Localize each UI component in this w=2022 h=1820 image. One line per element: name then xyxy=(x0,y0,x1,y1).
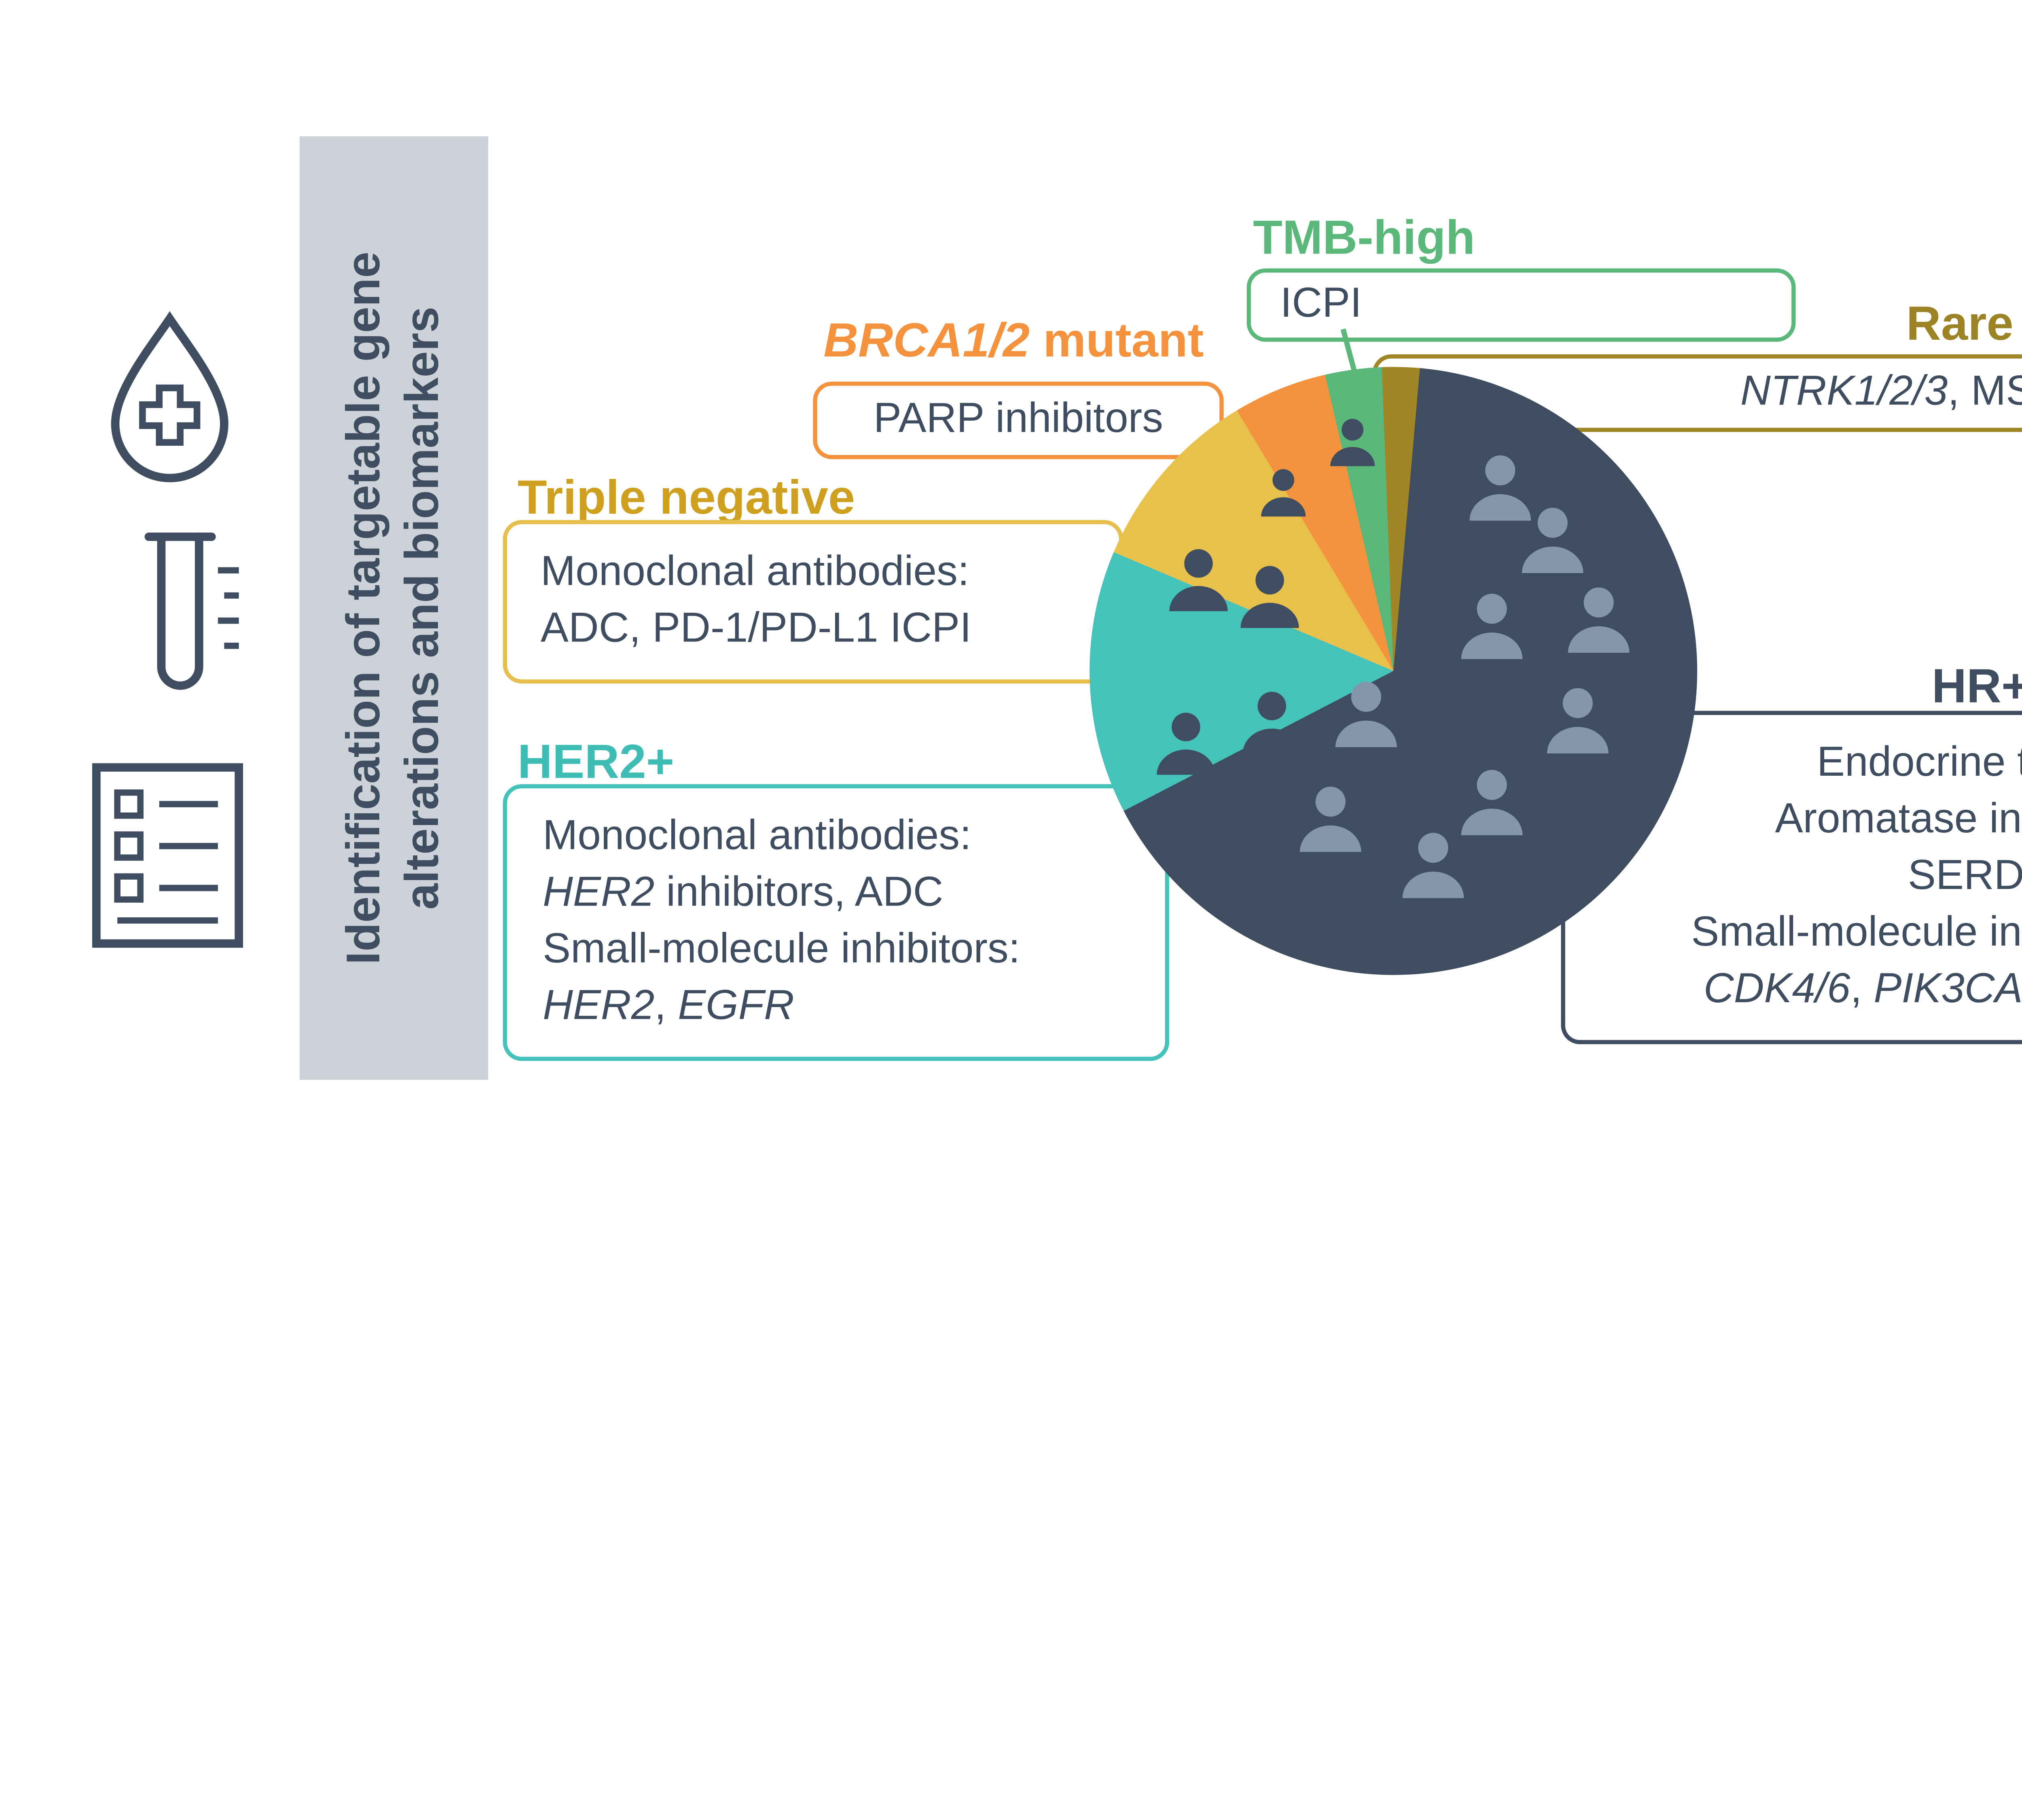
person-icon xyxy=(1391,822,1475,916)
tmb-high-title: TMB-high xyxy=(1253,210,1475,265)
person-icon xyxy=(1536,677,1620,772)
hr-her2neg-title: HR+/HER2- xyxy=(1931,658,2022,713)
person-icon xyxy=(1450,759,1533,853)
person-icon xyxy=(1288,776,1372,870)
her2-box-line1: Monoclonal antibodies: xyxy=(542,813,972,860)
triple-negative-box-line2: ADC, PD-1/PD-L1 ICPI xyxy=(540,606,972,652)
hr-box-line1: Endocrine therapy: xyxy=(1817,740,2022,787)
brca-title: BRCA1/2 mutant xyxy=(823,312,1204,367)
person-icon xyxy=(1450,583,1533,677)
hr-box-line4: Small-molecule inhibitors: xyxy=(1691,910,2022,957)
triple-negative-title: Triple negative xyxy=(517,470,855,525)
person-icon xyxy=(1232,681,1312,772)
person-icon xyxy=(1321,410,1382,481)
person-icon xyxy=(1252,460,1313,531)
checklist-icon xyxy=(88,759,247,963)
person-icon xyxy=(1159,539,1238,629)
hr-box-line5: CDK4/6, PIK3CA, mTOR xyxy=(1703,966,2022,1013)
rare-targets-title: Rare targets xyxy=(1906,295,2022,350)
brca-box: PARP inhibitors xyxy=(813,381,1224,459)
blood-drop-cross-icon xyxy=(94,310,245,501)
person-icon xyxy=(1557,577,1641,671)
hr-box-line2: Aromatase inhibitors, xyxy=(1775,797,2022,843)
person-icon xyxy=(1146,703,1226,793)
tmb-high-box: ICPI xyxy=(1246,268,1796,342)
hr-her2neg-box: Endocrine therapy: Aromatase inhibitors,… xyxy=(1561,711,2022,1044)
test-tube-icon xyxy=(122,520,243,740)
person-icon xyxy=(1324,671,1408,765)
her2-box-line4: HER2, EGFR xyxy=(542,983,794,1030)
triple-negative-box-line1: Monoclonal antibodies: xyxy=(540,549,969,596)
her2-box-line3: Small-molecule inhibitors: xyxy=(542,927,1020,973)
person-icon xyxy=(1458,444,1542,539)
person-icon xyxy=(1511,497,1595,591)
pie-chart xyxy=(1089,367,1697,975)
left-banner: Identification of targetable gene alterat… xyxy=(299,136,489,1080)
her2-title: HER2+ xyxy=(517,734,675,789)
person-icon xyxy=(1230,556,1309,646)
hr-box-line3: SERD, SERM xyxy=(1908,853,2022,900)
her2-box: Monoclonal antibodies: HER2 inhibitors, … xyxy=(503,784,1170,1061)
her2-box-line2: HER2 inhibitors, ADC xyxy=(542,870,943,916)
